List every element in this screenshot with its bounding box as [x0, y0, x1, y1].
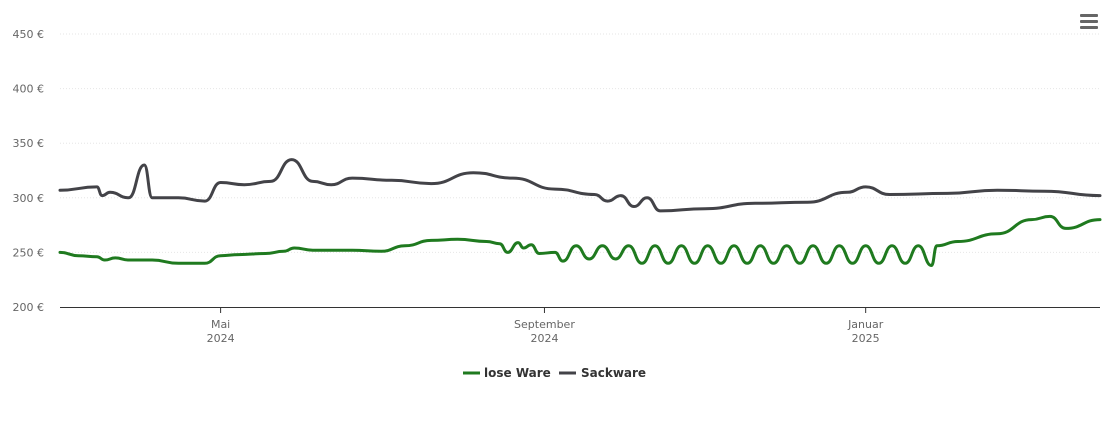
- x-tick-label-month: September: [514, 318, 575, 331]
- x-tick-label-month: Januar: [847, 318, 884, 331]
- x-tick-label-year: 2025: [852, 332, 880, 345]
- menu-bar: [1080, 20, 1098, 23]
- hamburger-menu-icon[interactable]: [1078, 12, 1100, 32]
- y-tick-label: 350 €: [13, 137, 45, 150]
- menu-bar: [1080, 14, 1098, 17]
- series-lines: [58, 158, 1102, 267]
- grid-lines: [60, 33, 1100, 253]
- series-line-sack[interactable]: [58, 158, 1102, 213]
- x-tick-label-year: 2024: [207, 332, 235, 345]
- menu-bar: [1080, 26, 1098, 29]
- y-tick-label: 300 €: [13, 192, 45, 205]
- legend: lose Ware Sackware: [463, 366, 646, 380]
- y-tick-label: 450 €: [13, 28, 45, 41]
- legend-label-sack[interactable]: Sackware: [581, 366, 646, 380]
- y-tick-label: 200 €: [13, 301, 45, 314]
- y-tick-label: 250 €: [13, 246, 45, 259]
- series-line-lose[interactable]: [58, 214, 1102, 267]
- y-tick-label: 400 €: [13, 83, 45, 96]
- x-tick-label-month: Mai: [211, 318, 230, 331]
- y-axis: 200 € 250 € 300 € 350 € 400 € 450 €: [13, 28, 45, 314]
- x-tick-label-year: 2024: [530, 332, 558, 345]
- legend-label-lose[interactable]: lose Ware: [484, 366, 551, 380]
